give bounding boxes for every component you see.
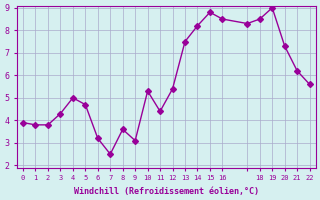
X-axis label: Windchill (Refroidissement éolien,°C): Windchill (Refroidissement éolien,°C) — [74, 187, 259, 196]
